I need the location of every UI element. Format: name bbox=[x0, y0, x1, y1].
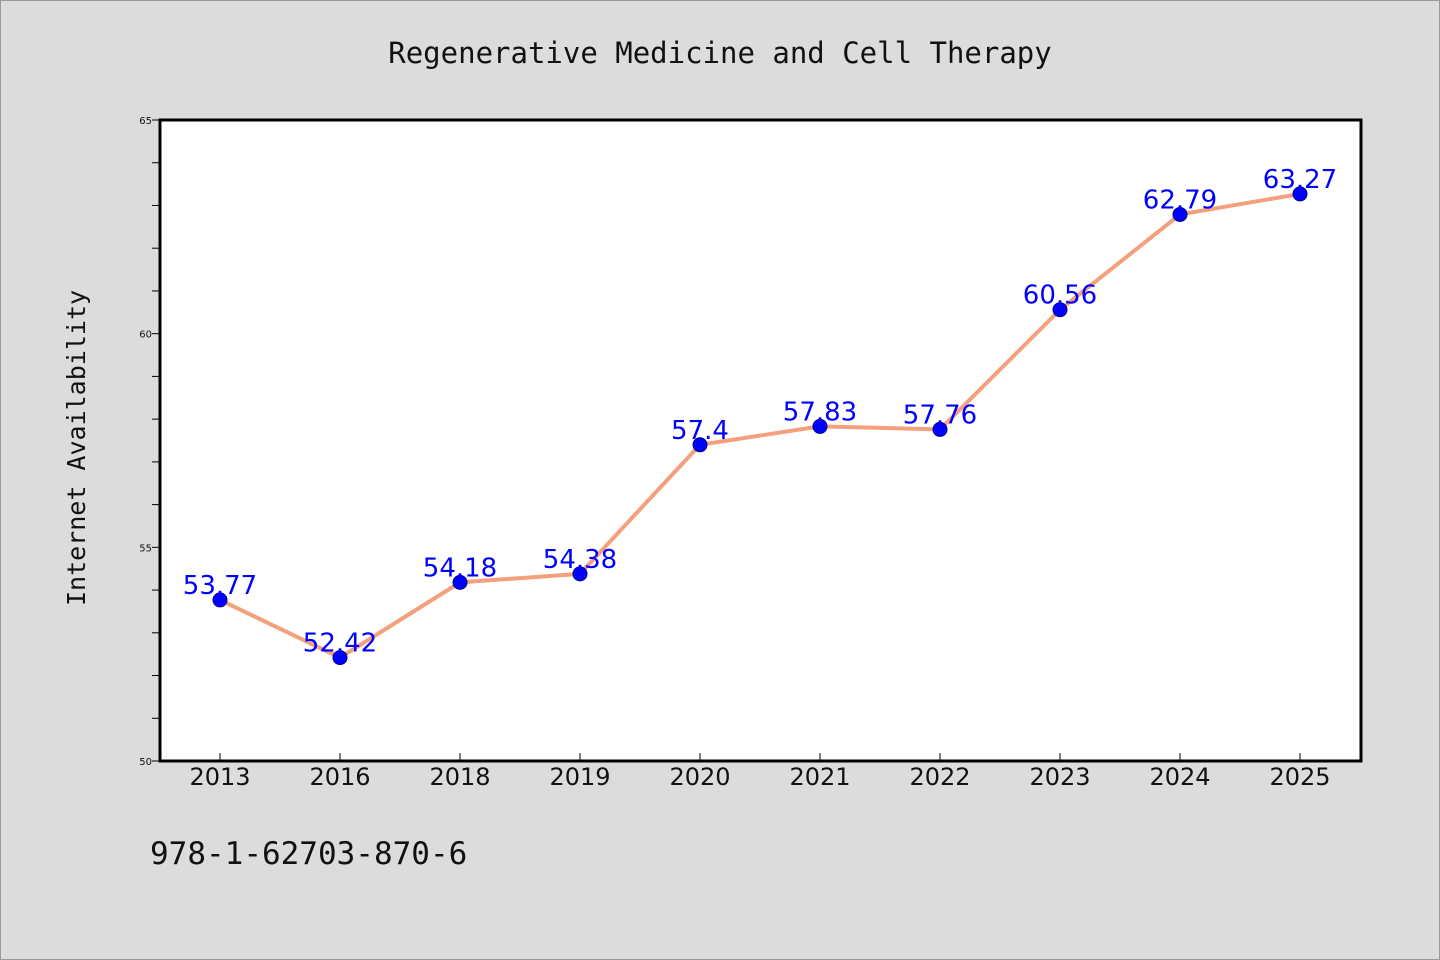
data-point-marker bbox=[572, 566, 588, 582]
data-labels: 53.77 52.42 54.18 54.38 57.4 57.83 57.76 60.56 6… bbox=[183, 165, 1337, 659]
data-point-marker bbox=[212, 592, 228, 608]
data-label: 54.38 bbox=[543, 545, 617, 575]
data-point-marker bbox=[692, 437, 708, 453]
data-label: 53.77 bbox=[183, 571, 257, 601]
data-label: 54.18 bbox=[423, 553, 497, 583]
x-tick-label: 2013 bbox=[189, 763, 250, 791]
x-tick-label: 2018 bbox=[429, 763, 490, 791]
series-line-group bbox=[218, 191, 1302, 660]
data-label: 57.76 bbox=[903, 400, 977, 430]
x-tick-label: 2023 bbox=[1029, 763, 1090, 791]
data-point-marker bbox=[1172, 206, 1188, 222]
data-point-marker bbox=[1292, 186, 1308, 202]
isbn-footer: 978-1-62703-870-6 bbox=[150, 836, 467, 872]
data-label: 52.42 bbox=[303, 629, 377, 659]
data-label: 57.4 bbox=[671, 416, 729, 446]
data-label: 62.79 bbox=[1143, 185, 1217, 215]
data-label: 63.27 bbox=[1263, 165, 1337, 195]
data-point-marker bbox=[332, 650, 348, 666]
x-tick-label: 2021 bbox=[789, 763, 850, 791]
data-point-marker bbox=[1052, 302, 1068, 318]
x-tick-label: 2025 bbox=[1269, 763, 1330, 791]
x-tick-label: 2020 bbox=[669, 763, 730, 791]
x-axis-ticks: 2013 2016 2018 2019 2020 2021 2022 2023 2024 2025 bbox=[189, 753, 1331, 791]
y-axis-label: Internet Availability bbox=[62, 290, 91, 606]
series-line bbox=[218, 191, 1302, 660]
chart-title: Regenerative Medicine and Cell Therapy bbox=[388, 36, 1051, 70]
data-label: 57.83 bbox=[783, 397, 857, 427]
x-tick-label: 2016 bbox=[309, 763, 370, 791]
data-point-marker bbox=[812, 418, 828, 434]
y-tick-label: 50 bbox=[139, 757, 152, 768]
y-tick-label: 65 bbox=[139, 116, 152, 127]
x-tick-label: 2022 bbox=[909, 763, 970, 791]
x-tick-label: 2019 bbox=[549, 763, 610, 791]
plot-area bbox=[158, 118, 1363, 763]
y-axis-ticks: 50 55 60 65 bbox=[139, 116, 160, 768]
x-tick-label: 2024 bbox=[1149, 763, 1210, 791]
data-point-marker bbox=[452, 574, 468, 590]
data-point-marker bbox=[932, 421, 948, 437]
data-label: 60.56 bbox=[1023, 281, 1097, 311]
y-tick-label: 60 bbox=[139, 330, 152, 341]
y-tick-label: 55 bbox=[139, 543, 152, 554]
data-points bbox=[212, 186, 1308, 666]
